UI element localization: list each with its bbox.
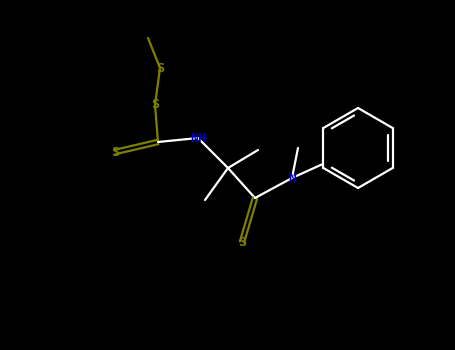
Text: S: S xyxy=(111,146,119,159)
Text: NH: NH xyxy=(190,132,206,145)
Text: S: S xyxy=(238,236,246,248)
Text: N: N xyxy=(288,172,296,184)
Text: S: S xyxy=(156,62,164,75)
Text: S: S xyxy=(151,98,159,112)
